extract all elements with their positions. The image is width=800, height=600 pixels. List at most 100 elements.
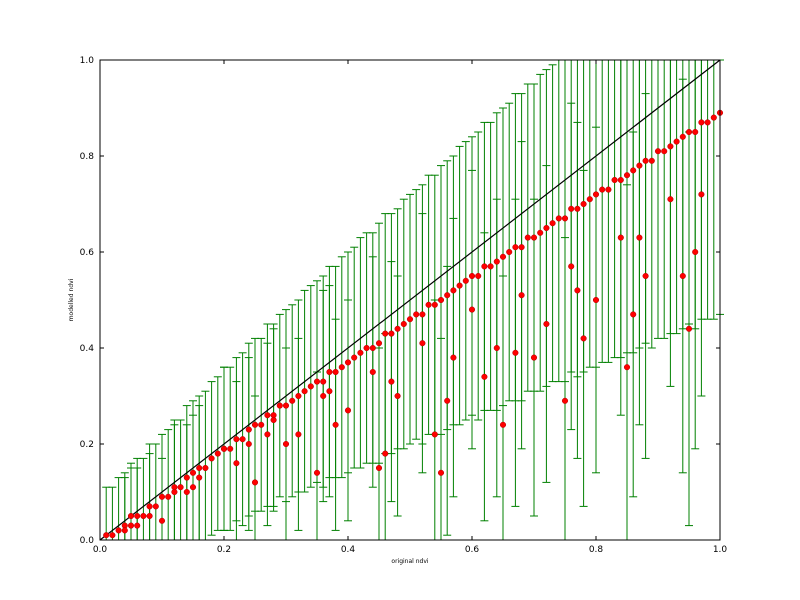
data-point xyxy=(617,234,624,241)
data-point xyxy=(394,325,401,332)
data-point xyxy=(189,469,197,476)
data-point xyxy=(636,162,643,169)
data-point xyxy=(152,503,159,510)
data-point xyxy=(630,167,637,174)
data-point xyxy=(183,488,190,496)
data-point xyxy=(444,397,451,404)
data-point xyxy=(127,512,135,520)
data-point xyxy=(282,402,290,409)
data-point xyxy=(320,378,327,385)
data-point xyxy=(196,464,203,472)
data-point xyxy=(605,186,612,193)
x-tick-label: 0.2 xyxy=(217,545,231,555)
data-point xyxy=(307,383,314,390)
x-axis-label: original ndvi xyxy=(391,558,428,565)
y-tick-label: 1.0 xyxy=(80,56,95,66)
data-point xyxy=(189,484,197,491)
data-point xyxy=(177,484,184,491)
data-point xyxy=(295,431,302,438)
data-point xyxy=(518,244,525,251)
data-point xyxy=(158,517,166,524)
data-point xyxy=(264,431,271,438)
data-point xyxy=(648,157,655,164)
data-point xyxy=(512,349,519,356)
data-point xyxy=(481,373,488,380)
data-point xyxy=(456,282,463,289)
data-point xyxy=(574,205,581,212)
data-point xyxy=(239,436,246,443)
data-point xyxy=(667,143,674,150)
data-point xyxy=(450,354,457,361)
data-point xyxy=(208,455,215,462)
data-point xyxy=(444,292,451,299)
data-point xyxy=(506,248,513,256)
data-point xyxy=(220,445,228,452)
plot-frame xyxy=(99,59,721,541)
data-point xyxy=(425,301,432,308)
data-point xyxy=(406,316,414,323)
reference-line xyxy=(99,59,721,541)
data-point xyxy=(357,349,364,356)
data-point xyxy=(338,364,345,371)
data-point xyxy=(685,128,693,136)
data-point xyxy=(158,493,166,500)
data-point xyxy=(561,397,569,404)
data-point xyxy=(543,320,550,328)
data-point xyxy=(270,416,277,424)
data-point xyxy=(127,522,135,529)
data-point xyxy=(332,421,339,428)
data-point xyxy=(437,296,445,304)
data-point xyxy=(388,378,395,385)
data-point xyxy=(382,450,389,457)
data-point xyxy=(667,196,674,203)
data-point xyxy=(568,263,575,270)
data-point xyxy=(599,186,606,193)
data-point xyxy=(586,196,593,203)
data-point xyxy=(499,253,507,260)
data-point xyxy=(165,493,172,500)
data-point xyxy=(313,469,321,476)
data-point xyxy=(245,426,252,433)
y-axis-ticks: 0.0 0.2 0.4 0.6 0.8 1.0 xyxy=(80,56,720,546)
data-point xyxy=(251,421,259,428)
data-point xyxy=(369,344,376,352)
data-point xyxy=(499,421,507,428)
data-point xyxy=(413,311,420,318)
points-layer xyxy=(103,109,724,539)
data-point xyxy=(623,364,631,371)
data-point xyxy=(121,527,128,534)
data-point xyxy=(140,512,147,520)
data-point xyxy=(574,287,581,294)
data-point xyxy=(134,522,141,529)
data-point xyxy=(431,301,438,308)
data-point xyxy=(382,330,389,337)
data-point xyxy=(134,512,141,520)
data-point xyxy=(233,460,240,467)
data-point xyxy=(623,172,631,179)
data-point xyxy=(227,445,234,452)
data-point xyxy=(537,229,544,236)
data-point xyxy=(611,176,618,184)
data-point xyxy=(363,344,370,352)
data-point xyxy=(710,114,717,121)
data-point xyxy=(332,368,339,376)
data-point xyxy=(475,272,482,280)
data-point xyxy=(103,532,110,539)
data-point xyxy=(326,388,333,395)
data-point xyxy=(146,512,153,520)
data-point xyxy=(419,340,426,347)
data-point xyxy=(543,224,550,232)
data-point xyxy=(394,392,401,400)
reference-line-layer xyxy=(99,59,721,541)
data-point xyxy=(301,388,308,395)
data-point xyxy=(202,464,209,472)
data-point xyxy=(369,368,376,376)
data-point xyxy=(351,354,358,361)
data-point xyxy=(450,287,457,294)
data-point xyxy=(592,191,600,198)
data-point xyxy=(146,503,153,510)
data-point xyxy=(115,527,122,534)
data-point xyxy=(679,272,686,280)
data-point xyxy=(214,450,221,457)
